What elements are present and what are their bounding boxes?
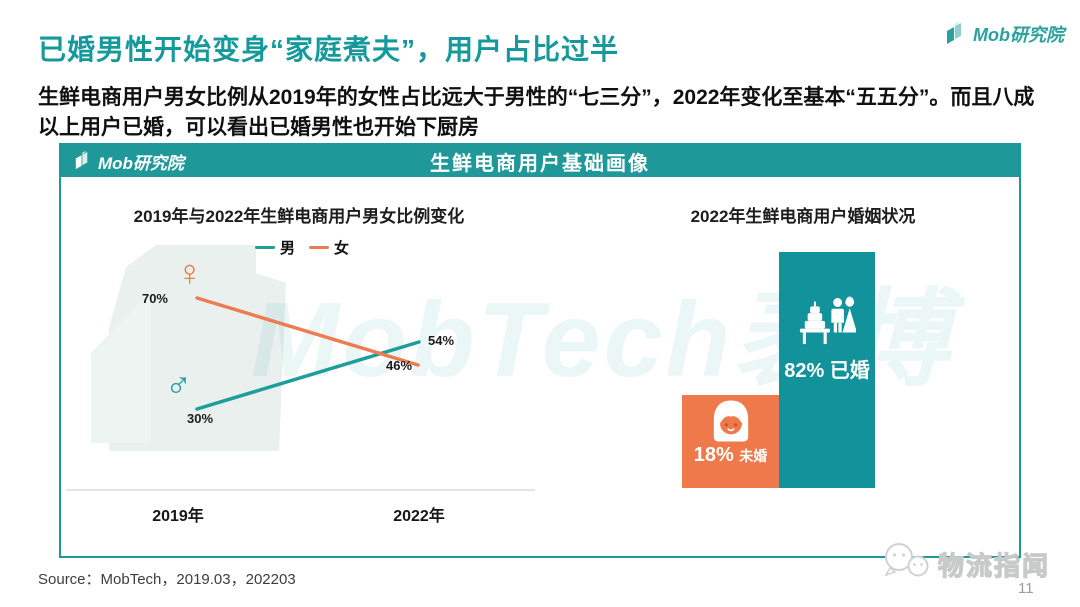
page-number: 11 (1018, 580, 1034, 597)
source-note: Source：MobTech，2019.03，202203 (38, 571, 296, 588)
married-bar-label: 82% 已婚 (779, 354, 875, 383)
female-gender-icon: ♀ (176, 252, 203, 293)
bottom-right-watermark-text: 物流指闻 (937, 550, 1051, 581)
page-title: 已婚男性开始变身“家庭煮夫”，用户占比过半 (38, 34, 620, 65)
single-bar: 18% 未婚 (682, 395, 779, 488)
married-pct: 82% (784, 360, 825, 382)
legend-item-male: 男 (254, 237, 295, 258)
female-2019-value: 70% (141, 291, 168, 306)
card-header-logo: Mob研究院 (75, 149, 184, 174)
married-label: 已婚 (829, 360, 870, 382)
legend: 男 女 (202, 237, 402, 258)
legend-female-label: 女 (334, 240, 350, 257)
infographic-card: MobTech袤博 Mob研究院 生鲜电商用户基础画像 2019年与2022年生… (59, 143, 1021, 558)
legend-male-label: 男 (279, 240, 295, 257)
single-bar-label: 18% 未婚 (682, 444, 779, 467)
male-2022-value: 54% (428, 333, 455, 348)
marital-chart-title: 2022年生鲜电商用户婚姻状况 (690, 207, 916, 226)
legend-item-female: 女 (309, 237, 349, 258)
card-header-logo-text: Mob研究院 (98, 153, 184, 173)
wedding-couple-icon (799, 296, 856, 345)
single-label: 未婚 (739, 448, 768, 464)
x-tick-2022: 2022年 (393, 508, 445, 525)
chat-bubbles-logo-icon (884, 543, 929, 577)
card-header-title: 生鲜电商用户基础画像 (430, 152, 650, 175)
single-pct: 18% (693, 444, 734, 466)
mob-building-icon (75, 151, 88, 170)
page-subtitle: 生鲜电商用户男女比例从2019年的女性占比远大于男性的“七三分”，2022年变化… (38, 86, 1035, 139)
mob-building-icon (947, 22, 961, 44)
single-woman-icon (713, 400, 748, 442)
married-bar: 82% 已婚 (779, 252, 875, 488)
male-2019-value: 30% (187, 411, 214, 426)
card-header: Mob研究院 生鲜电商用户基础画像 (61, 145, 1019, 177)
bottom-right-watermark: 物流指闻 (880, 540, 1050, 584)
x-tick-2019: 2019年 (152, 508, 204, 525)
male-gender-icon: ♂ (165, 363, 192, 404)
brand-logo: Mob研究院 (946, 21, 1064, 47)
gender-chart-title: 2019年与2022年生鲜电商用户男女比例变化 (133, 207, 465, 226)
female-series-swatch (309, 246, 329, 249)
female-2022-value: 46% (386, 358, 413, 373)
brand-logo-text: Mob研究院 (973, 25, 1064, 45)
male-series-swatch (254, 246, 275, 249)
